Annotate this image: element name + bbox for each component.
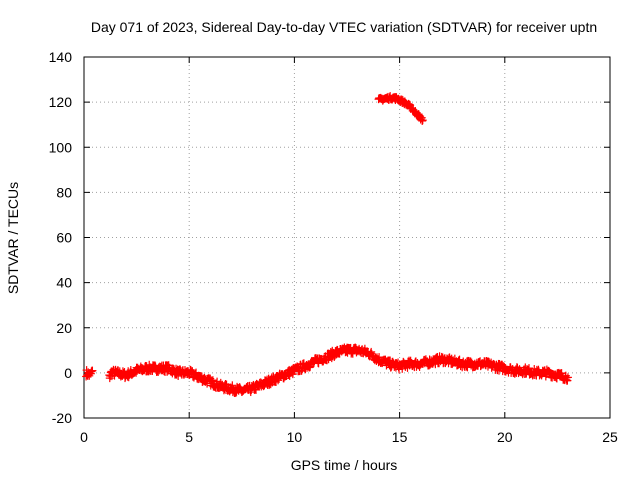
x-tick-label: 10	[287, 429, 303, 445]
grid	[84, 57, 610, 418]
main-track-point	[228, 381, 237, 390]
axis-ticks	[83, 56, 611, 419]
x-tick-label: 15	[392, 429, 408, 445]
y-tick-labels: -20 0 20 40 60 80 100 120 140	[49, 49, 73, 426]
x-tick-labels: 0 5 10 15 20 25	[80, 429, 618, 445]
y-tick-label: 100	[49, 139, 73, 155]
main-track-point	[88, 366, 97, 375]
y-tick-label: 20	[56, 320, 72, 336]
y-axis-label: SDTVAR / TECUs	[5, 182, 21, 294]
x-tick-label: 5	[185, 429, 193, 445]
y-tick-label: 0	[64, 365, 72, 381]
y-tick-label: 60	[56, 230, 72, 246]
data-points	[82, 92, 572, 398]
y-tick-label: 120	[49, 94, 73, 110]
upper-arc-point	[418, 116, 427, 125]
y-tick-label: 40	[56, 275, 72, 291]
y-tick-label: 80	[56, 184, 72, 200]
x-tick-label: 0	[80, 429, 88, 445]
x-axis-label: GPS time / hours	[291, 457, 398, 473]
x-tick-label: 25	[602, 429, 618, 445]
y-tick-label: -20	[52, 410, 72, 426]
x-tick-label: 20	[497, 429, 513, 445]
y-tick-label: 140	[49, 49, 73, 65]
main-track-point	[563, 373, 572, 382]
chart-title: Day 071 of 2023, Sidereal Day-to-day VTE…	[91, 19, 597, 35]
